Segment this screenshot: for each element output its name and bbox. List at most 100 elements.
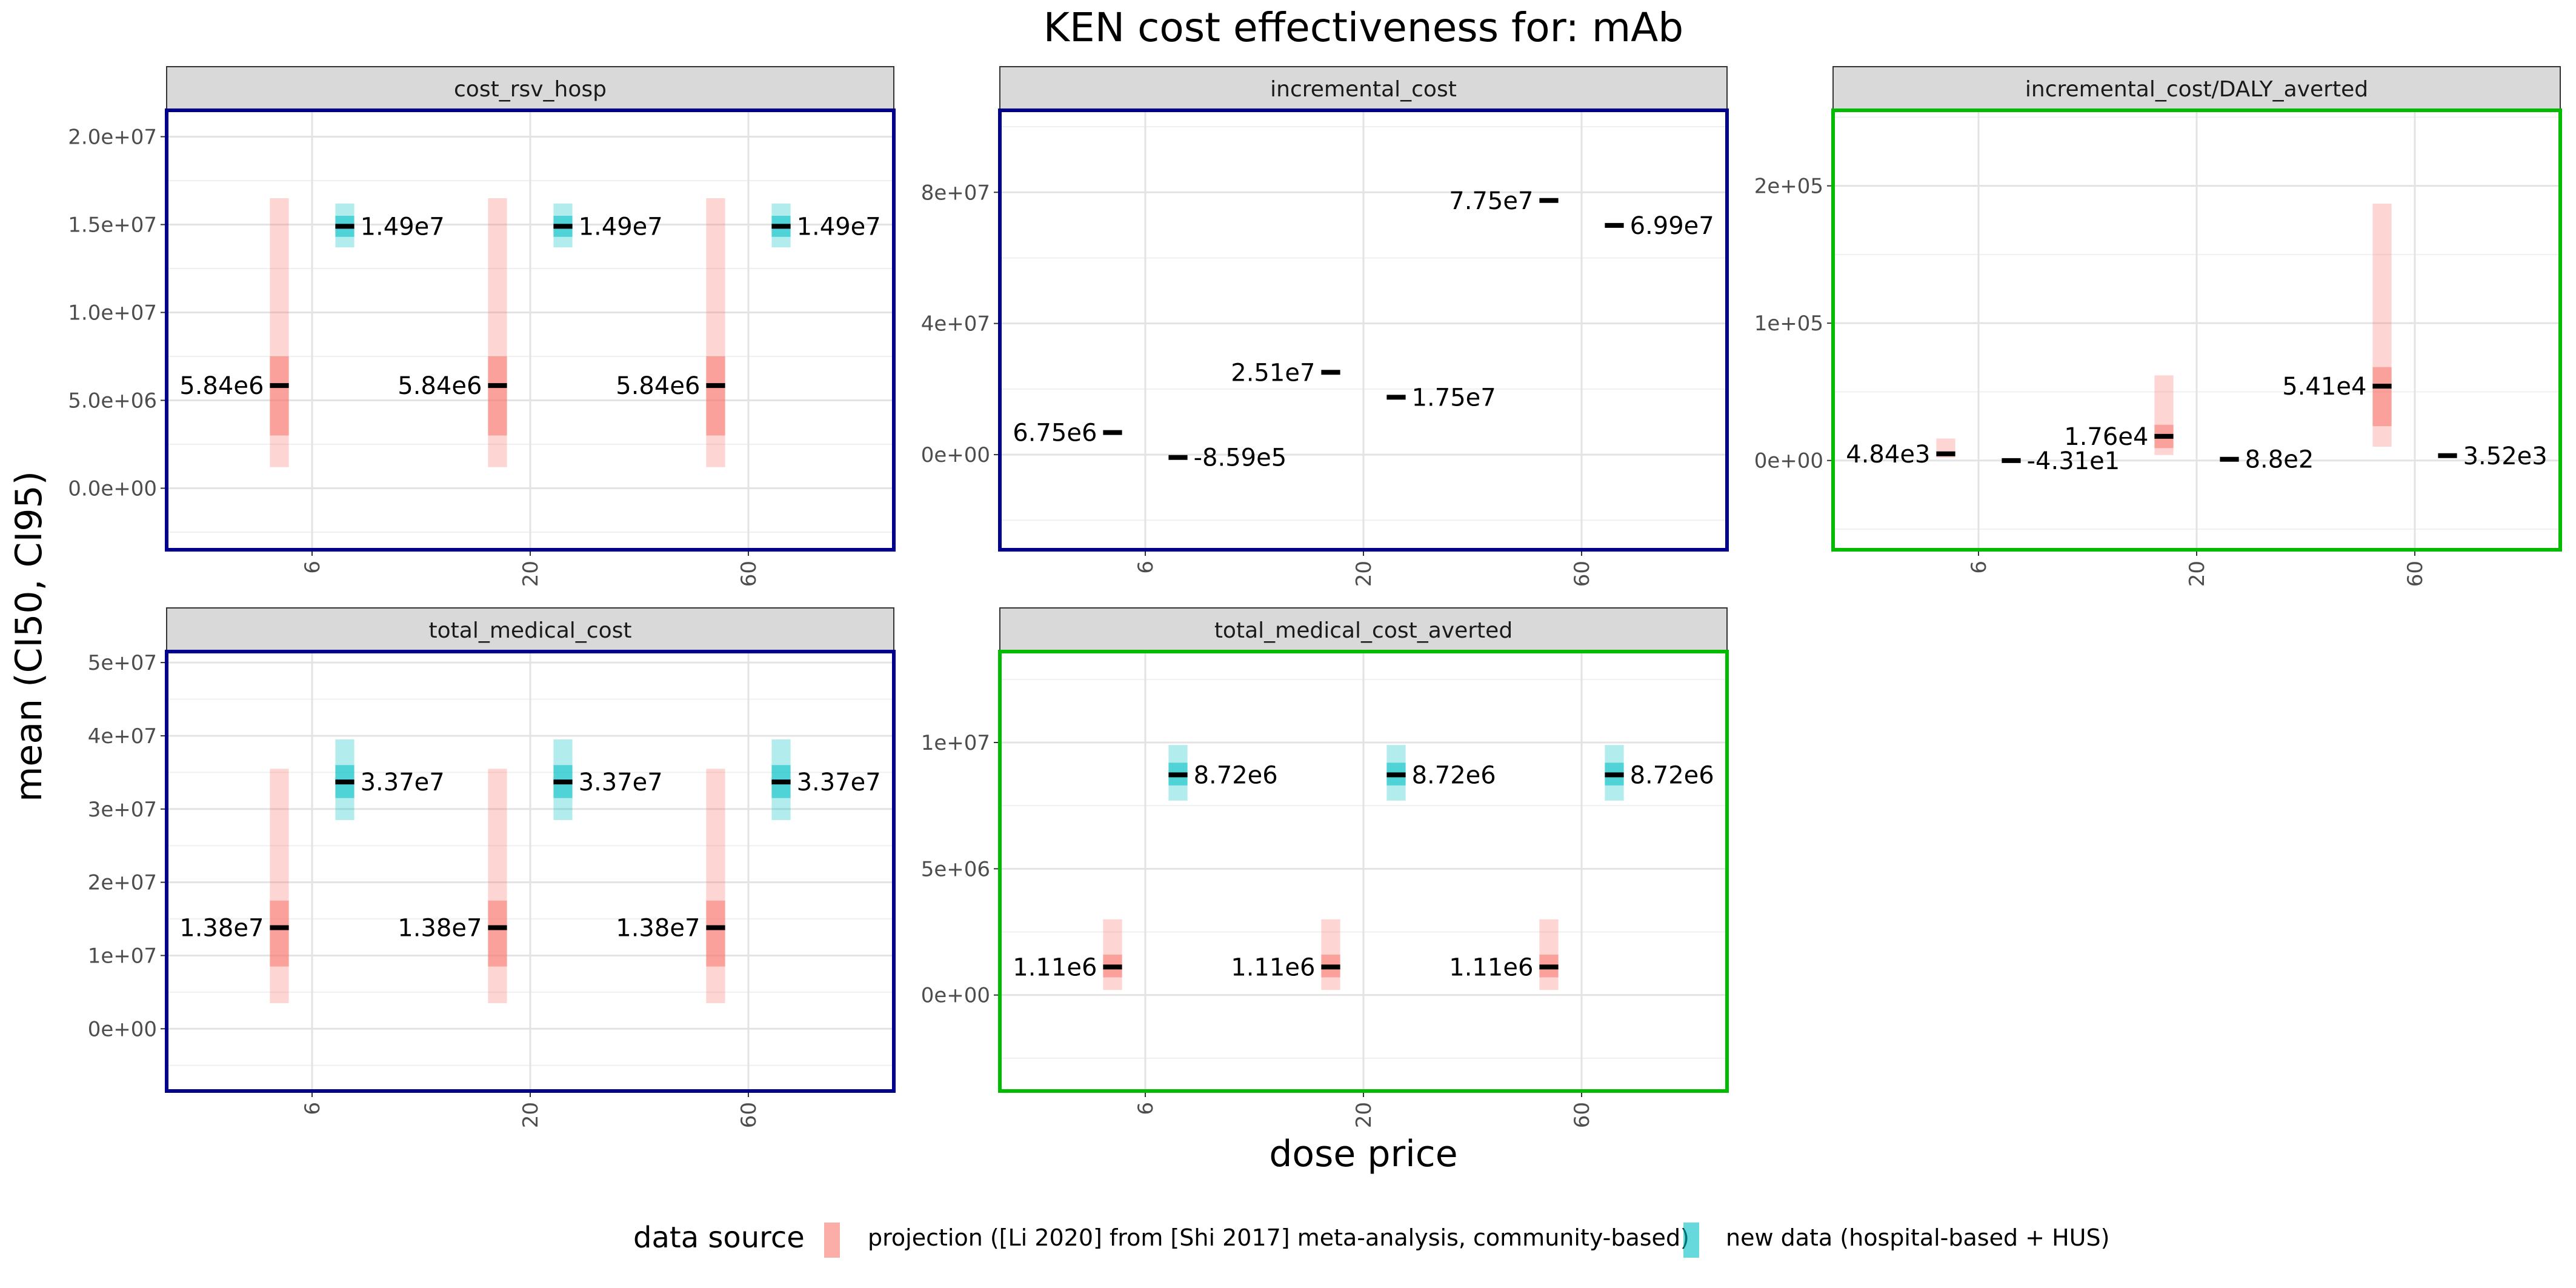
x-tick-label: 20 [1352, 1102, 1376, 1128]
panel-strip-label: incremental_cost/DALY_averted [2025, 77, 2368, 102]
panel-0: cost_rsv_hosp 0.0e+00 5.0e+06 1.0e+07 1.5e+0… [68, 66, 896, 587]
x-tick-label: 20 [519, 1102, 543, 1128]
facet-panels: cost_rsv_hosp 0.0e+00 5.0e+06 1.0e+07 1.5e+0… [68, 66, 2562, 1128]
panel-strip-label: total_medical_cost_averted [1214, 618, 1513, 643]
ci50-bar [488, 356, 507, 436]
value-label: 3.37e7 [361, 769, 445, 796]
value-label: 1.76e4 [2064, 423, 2148, 451]
chart-title: KEN cost effectiveness for: mAb [1043, 4, 1683, 51]
y-tick-label: 0e+00 [921, 984, 990, 1008]
panel-strip-label: total_medical_cost [429, 618, 632, 643]
panel-border [1831, 108, 2562, 552]
y-tick-label: 0e+00 [921, 443, 990, 467]
value-label: 1.75e7 [1412, 384, 1496, 412]
x-tick-label: 6 [301, 1102, 325, 1115]
value-label: 1.49e7 [361, 213, 445, 241]
x-axis-label: dose price [1269, 1133, 1457, 1175]
x-tick-label: 60 [737, 1102, 761, 1128]
ci95-bar [706, 769, 725, 1003]
value-label: 1.49e7 [797, 213, 881, 241]
y-tick-label: 4e+07 [921, 312, 990, 336]
panel-3: total_medical_cost 0e+00 1e+07 2e+07 3e+07 4e… [88, 607, 896, 1128]
value-label: 6.75e6 [1013, 419, 1097, 447]
y-tick-label: 0e+00 [88, 1017, 157, 1041]
value-label: 1.49e7 [579, 213, 663, 241]
panel-border [998, 108, 1729, 552]
value-label: 1.38e7 [179, 915, 264, 943]
ci50-bar [488, 900, 507, 967]
y-tick-label: 3e+07 [88, 798, 157, 822]
x-tick-label: 20 [2185, 561, 2209, 587]
y-tick-label: 4e+07 [88, 724, 157, 749]
value-label: -4.31e1 [2027, 447, 2120, 475]
legend-title: data source [633, 1221, 805, 1255]
value-label: 3.37e7 [797, 769, 881, 796]
panel-1: incremental_cost 0e+00 4e+07 8e+07 6 20 60 6.75… [921, 66, 1729, 587]
value-label: 5.84e6 [398, 372, 482, 400]
panel-strip [1832, 66, 2561, 111]
panel-strip [166, 607, 894, 652]
x-tick-label: 6 [1967, 561, 1991, 574]
y-tick-label: 1e+07 [921, 731, 990, 755]
panel-strip [166, 66, 894, 111]
panel-2: incremental_cost/DALY_averted 0e+00 1e+05 2… [1754, 66, 2562, 587]
ci95-bar [270, 769, 289, 1003]
value-label: 4.84e3 [1846, 441, 1930, 469]
value-label: 8.8e2 [2245, 446, 2314, 474]
value-label: 3.52e3 [2463, 442, 2548, 470]
x-tick-label: 60 [1570, 1102, 1594, 1128]
ci50-bar [706, 900, 725, 967]
x-tick-label: 60 [1570, 561, 1594, 587]
ci50-bar [270, 356, 289, 436]
x-tick-label: 20 [1352, 561, 1376, 587]
ci50-bar [706, 356, 725, 436]
x-tick-label: 6 [1134, 561, 1158, 574]
y-tick-label: 2e+05 [1754, 175, 1823, 199]
y-axis-label: mean (CI50, CI95) [8, 471, 50, 802]
value-label: 1.11e6 [1449, 953, 1533, 981]
legend-label-projection: projection ([Li 2020] from [Shi 2017] me… [868, 1224, 1689, 1251]
value-label: 6.99e7 [1630, 212, 1714, 240]
ci50-bar [2372, 367, 2392, 427]
panel-strip [999, 66, 1728, 111]
x-tick-label: 60 [737, 561, 761, 587]
y-tick-label: 5.0e+06 [68, 389, 157, 413]
legend-key-projection [824, 1223, 840, 1258]
x-tick-label: 60 [2403, 561, 2428, 587]
y-tick-label: 2.0e+07 [68, 125, 157, 150]
legend: data source projection ([Li 2020] from [… [633, 1221, 2109, 1258]
panel-strip-label: cost_rsv_hosp [454, 77, 607, 102]
legend-key-new-data [1683, 1223, 1699, 1258]
value-label: 1.38e7 [398, 915, 482, 943]
x-tick-label: 6 [1134, 1102, 1158, 1115]
y-tick-label: 8e+07 [921, 181, 990, 205]
panel-strip-label: incremental_cost [1270, 77, 1457, 102]
x-tick-label: 6 [301, 561, 325, 574]
y-tick-label: 0e+00 [1754, 449, 1823, 473]
value-label: 3.37e7 [579, 769, 663, 796]
panel-4: total_medical_cost_averted 0e+00 5e+06 1e+0… [921, 607, 1729, 1128]
value-label: -8.59e5 [1194, 444, 1287, 472]
ci95-bar [488, 769, 507, 1003]
panel-border [998, 650, 1729, 1093]
value-label: 5.41e4 [2282, 373, 2366, 401]
y-tick-label: 1e+07 [88, 944, 157, 968]
value-label: 1.11e6 [1013, 953, 1097, 981]
panel-border [165, 650, 896, 1093]
x-tick-label: 20 [519, 561, 543, 587]
value-label: 5.84e6 [616, 372, 700, 400]
value-label: 2.51e7 [1231, 359, 1315, 387]
value-label: 7.75e7 [1449, 187, 1533, 215]
value-label: 5.84e6 [179, 372, 264, 400]
panel-border [165, 108, 896, 552]
value-label: 8.72e6 [1412, 761, 1496, 789]
y-tick-label: 2e+07 [88, 871, 157, 895]
legend-label-new-data: new data (hospital-based + HUS) [1726, 1224, 2109, 1251]
y-tick-label: 1.5e+07 [68, 213, 157, 238]
y-tick-label: 1e+05 [1754, 312, 1823, 336]
y-tick-label: 5e+06 [921, 857, 990, 881]
y-tick-label: 5e+07 [88, 651, 157, 675]
ci50-bar [270, 900, 289, 967]
value-label: 8.72e6 [1194, 761, 1278, 789]
